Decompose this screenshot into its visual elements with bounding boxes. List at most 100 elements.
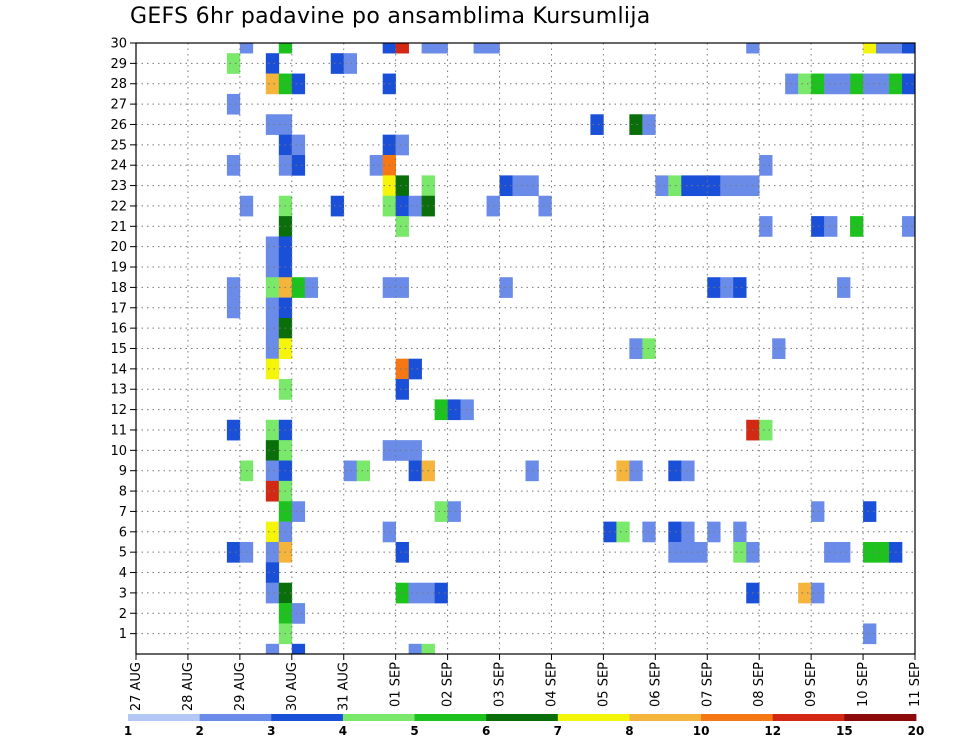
grid-layer bbox=[136, 43, 915, 654]
colorbar-swatch bbox=[557, 714, 630, 721]
heatmap-cell bbox=[421, 643, 435, 655]
heatmap-cell bbox=[265, 562, 280, 584]
heatmap-cell bbox=[265, 419, 280, 441]
colorbar-label: 7 bbox=[554, 724, 562, 738]
heatmap-cell bbox=[681, 460, 695, 482]
heatmap-cell bbox=[811, 501, 825, 522]
colorbar-label: 8 bbox=[625, 724, 633, 738]
colorbar-label: 1 bbox=[124, 724, 132, 738]
y-tick-label: 28 bbox=[110, 77, 127, 92]
heatmap-cell bbox=[681, 541, 695, 563]
x-tick-label: 11 SEP bbox=[908, 662, 923, 707]
colorbar-swatch bbox=[128, 714, 201, 721]
heatmap-cell bbox=[265, 460, 280, 482]
heatmap-cell bbox=[447, 501, 461, 522]
colorbar-swatch bbox=[844, 714, 917, 721]
heatmap-cell bbox=[876, 73, 890, 95]
colorbar-label: 20 bbox=[908, 724, 925, 738]
heatmap-cell bbox=[837, 277, 851, 298]
heatmap-cell bbox=[473, 43, 487, 54]
heatmap-cell bbox=[876, 541, 890, 563]
heatmap-cell bbox=[837, 73, 851, 95]
heatmap-cell bbox=[863, 501, 877, 522]
heatmap-cell bbox=[668, 541, 682, 563]
x-tick-label: 07 SEP bbox=[700, 662, 715, 707]
heatmap-cell bbox=[733, 277, 747, 298]
heatmap-cell bbox=[278, 43, 293, 54]
heatmap-cell bbox=[681, 521, 695, 543]
heatmap-cell bbox=[395, 175, 409, 197]
colorbar-swatch bbox=[342, 714, 415, 721]
y-tick-label: 14 bbox=[110, 362, 127, 377]
heatmap-cell bbox=[395, 440, 409, 461]
y-tick-label: 2 bbox=[119, 607, 127, 622]
heatmap-cell bbox=[902, 73, 916, 95]
heatmap-cell bbox=[811, 582, 825, 604]
heatmap-cell bbox=[629, 114, 643, 135]
heatmap-cell bbox=[772, 338, 786, 359]
x-tick-label: 31 AUG bbox=[337, 662, 352, 711]
y-tick-label: 10 bbox=[110, 444, 127, 459]
y-tick-label: 11 bbox=[110, 423, 127, 438]
heatmap-cell bbox=[434, 582, 448, 604]
y-tick-label: 19 bbox=[110, 261, 127, 276]
heatmap-cell bbox=[343, 460, 358, 482]
heatmap-cell bbox=[824, 541, 838, 563]
heatmap-cell bbox=[265, 277, 280, 298]
y-tick-label: 26 bbox=[110, 118, 127, 133]
heatmap-cell bbox=[395, 277, 409, 298]
x-tick-label: 05 SEP bbox=[596, 662, 611, 707]
y-tick-label: 7 bbox=[119, 505, 127, 520]
colorbar-label: 10 bbox=[693, 724, 710, 738]
y-tick-label: 21 bbox=[110, 220, 127, 235]
y-tick-label: 29 bbox=[110, 57, 127, 72]
colorbar-swatch bbox=[199, 714, 272, 721]
heatmap-cell bbox=[265, 541, 280, 563]
heatmap-cell bbox=[265, 338, 280, 359]
colorbar-label: 2 bbox=[195, 724, 203, 738]
heatmap-cell bbox=[291, 501, 306, 522]
y-tick-label: 4 bbox=[119, 566, 127, 581]
heatmap-cell bbox=[629, 460, 643, 482]
colorbar-swatch bbox=[486, 714, 559, 721]
heatmap-cell bbox=[343, 53, 358, 74]
x-tick-label: 02 SEP bbox=[441, 662, 456, 707]
heatmap-cell bbox=[408, 643, 422, 655]
heatmap-cell bbox=[759, 155, 773, 176]
heatmap-cell bbox=[226, 419, 241, 441]
heatmap-cell bbox=[746, 43, 760, 54]
y-tick-label: 20 bbox=[110, 240, 127, 255]
heatmap-cell bbox=[395, 358, 409, 380]
heatmap-cell bbox=[265, 358, 280, 380]
heatmap-cell bbox=[265, 53, 280, 74]
colorbar-label: 6 bbox=[482, 724, 490, 738]
heatmap-cell bbox=[408, 460, 422, 482]
heatmap-cell bbox=[499, 175, 513, 197]
heatmap-cell bbox=[486, 195, 500, 217]
heatmap-cell bbox=[694, 541, 708, 563]
heatmap-cell bbox=[863, 43, 877, 54]
heatmap-cell bbox=[759, 419, 773, 441]
heatmap-cell bbox=[902, 43, 916, 54]
heatmap-cell bbox=[681, 175, 695, 197]
heatmap-cell bbox=[369, 155, 383, 176]
heatmap-cell bbox=[265, 317, 280, 339]
colorbar-label: 5 bbox=[410, 724, 418, 738]
heatmap-cell bbox=[291, 134, 306, 156]
y-tick-label: 5 bbox=[119, 546, 127, 561]
x-tick-label: 28 AUG bbox=[181, 662, 196, 711]
heatmap-cell bbox=[733, 175, 747, 197]
heatmap-cell bbox=[668, 460, 682, 482]
heatmap-cell bbox=[824, 73, 838, 95]
heatmap-cell bbox=[733, 521, 747, 543]
heatmap-cell bbox=[291, 155, 306, 176]
colorbar-label: 12 bbox=[764, 724, 781, 738]
heatmap-cell bbox=[265, 297, 280, 319]
y-tick-label: 16 bbox=[110, 322, 127, 337]
heatmap-cell bbox=[239, 43, 254, 54]
x-tick-label: 29 AUG bbox=[233, 662, 248, 711]
y-tick-label: 6 bbox=[119, 525, 127, 540]
heatmap-cell bbox=[668, 521, 682, 543]
heatmap-cell bbox=[759, 216, 773, 237]
x-tick-label: 01 SEP bbox=[389, 662, 404, 707]
